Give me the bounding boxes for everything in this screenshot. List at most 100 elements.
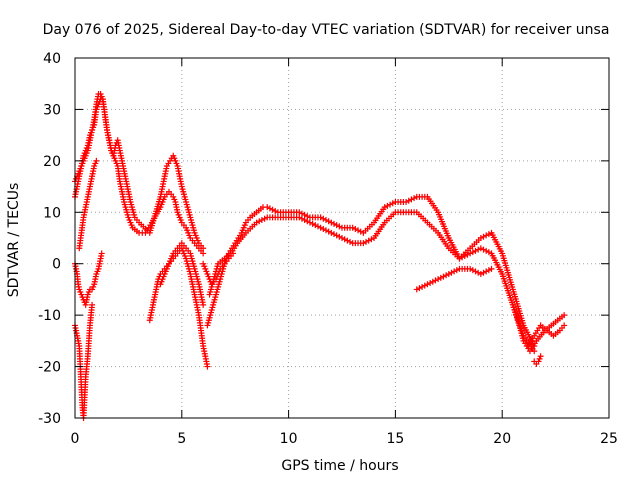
data-point — [352, 226, 359, 232]
data-point — [459, 254, 466, 261]
data-point — [381, 204, 388, 211]
data-point — [472, 268, 479, 275]
data-point — [387, 201, 394, 208]
data-point — [485, 267, 492, 274]
data-point — [261, 215, 268, 222]
data-point — [336, 223, 343, 230]
data-point — [448, 269, 455, 276]
data-point — [411, 195, 418, 202]
y-tick-label: -30 — [38, 411, 61, 427]
data-point — [403, 199, 410, 205]
data-point — [298, 215, 305, 222]
data-point — [258, 217, 265, 223]
data-point — [485, 249, 492, 256]
data-point — [253, 219, 260, 226]
data-point — [312, 222, 319, 229]
data-point — [360, 240, 367, 247]
y-tick-label: 10 — [43, 205, 61, 221]
data-point — [480, 269, 487, 276]
data-points — [72, 91, 568, 421]
y-axis-label: SDTVAR / TECUs — [6, 183, 22, 298]
data-point — [467, 250, 474, 257]
data-point — [341, 236, 348, 243]
data-point — [561, 322, 568, 329]
data-point — [296, 209, 303, 216]
data-point — [317, 224, 324, 231]
data-point — [368, 236, 375, 243]
data-point — [357, 228, 364, 235]
y-tick-label: 30 — [43, 102, 61, 118]
data-point — [477, 271, 484, 277]
data-point — [537, 353, 544, 360]
data-point — [464, 251, 471, 258]
x-tick-label: 0 — [71, 431, 80, 447]
data-point — [485, 231, 492, 238]
data-point — [314, 223, 321, 230]
x-axis-label: GPS time / hours — [281, 458, 398, 474]
data-point — [427, 280, 434, 286]
data-point — [389, 200, 396, 207]
data-point — [469, 267, 476, 274]
data-point — [98, 250, 105, 257]
data-point — [561, 312, 568, 319]
data-point — [349, 224, 356, 231]
data-point — [328, 219, 335, 226]
data-point — [363, 238, 370, 245]
data-point — [475, 246, 482, 253]
data-point — [456, 255, 463, 262]
x-tick-label: 5 — [177, 431, 186, 447]
data-point — [304, 213, 311, 220]
data-point — [472, 247, 479, 254]
data-point — [256, 218, 263, 225]
y-tick-label: 40 — [43, 51, 61, 67]
data-point — [480, 246, 487, 253]
data-point — [475, 269, 482, 276]
data-point — [467, 265, 474, 272]
data-point — [445, 271, 452, 277]
data-point — [355, 227, 362, 234]
chart-title: Day 076 of 2025, Sidereal Day-to-day VTE… — [43, 22, 610, 38]
data-point — [440, 273, 447, 280]
data-point — [413, 286, 420, 293]
y-tick-label: -10 — [38, 308, 61, 324]
data-point — [421, 282, 428, 289]
data-point — [483, 247, 490, 254]
data-point — [480, 233, 487, 240]
data-point — [301, 217, 308, 223]
x-tick-label: 25 — [600, 431, 618, 447]
data-point — [89, 301, 96, 308]
data-point — [322, 217, 329, 223]
data-point — [424, 281, 431, 288]
data-point — [306, 219, 313, 226]
data-point — [333, 232, 340, 239]
data-point — [429, 278, 436, 285]
data-point — [200, 301, 207, 308]
x-tick-label: 15 — [386, 431, 404, 447]
data-point — [488, 265, 495, 272]
data-point — [451, 268, 458, 275]
data-point — [309, 220, 316, 227]
data-point — [477, 245, 484, 252]
data-point — [405, 197, 412, 204]
data-point — [320, 226, 327, 232]
data-point — [469, 249, 476, 256]
data-point — [461, 253, 468, 259]
data-point — [477, 235, 484, 241]
data-point — [437, 274, 444, 281]
data-point — [304, 218, 311, 225]
data-point — [269, 206, 276, 213]
data-point — [200, 245, 207, 252]
data-point — [453, 267, 460, 274]
data-point — [344, 237, 351, 244]
data-point — [483, 232, 490, 239]
data-point — [416, 285, 423, 292]
data-point — [419, 283, 426, 290]
x-tick-label: 10 — [280, 431, 298, 447]
y-tick-label: 20 — [43, 154, 61, 170]
y-tick-label: 0 — [52, 257, 61, 273]
data-point — [301, 211, 308, 218]
data-point — [408, 196, 415, 203]
data-point — [483, 268, 490, 275]
data-point — [298, 210, 305, 217]
